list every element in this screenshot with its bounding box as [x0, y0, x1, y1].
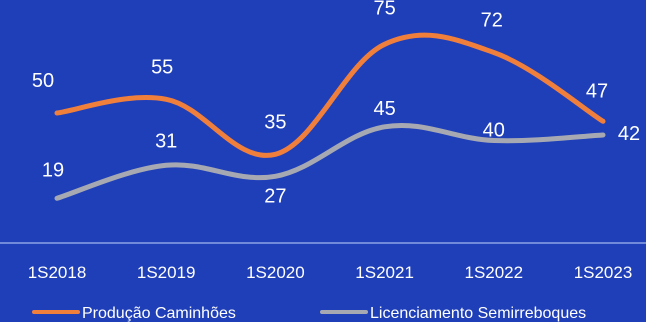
data-label-s0-3: 75 [373, 0, 395, 19]
series-line-0 [54, 32, 606, 158]
legend-label-1: Licenciamento Semirreboques [370, 305, 586, 322]
data-label-s0-2: 35 [264, 111, 286, 133]
x-tick-label-5: 1S2023 [574, 263, 633, 282]
x-tick-label-0: 1S2018 [28, 263, 87, 282]
series-lines [54, 32, 606, 201]
data-labels: 50 55 35 75 72 47 19 31 27 45 40 42 [32, 0, 640, 207]
data-label-s1-4: 40 [483, 120, 505, 142]
data-label-s1-2: 27 [264, 185, 286, 207]
x-tick-label-3: 1S2021 [355, 263, 414, 282]
x-tick-label-2: 1S2020 [246, 263, 305, 282]
x-tick-label-1: 1S2019 [137, 263, 196, 282]
legend: Produção Caminhões Licenciamento Semirreb… [32, 305, 586, 322]
data-label-s0-0: 50 [32, 70, 54, 92]
data-label-s0-1: 55 [151, 56, 173, 78]
legend-label-0: Produção Caminhões [82, 305, 236, 322]
data-label-s1-0: 19 [42, 159, 64, 181]
data-label-s1-1: 31 [155, 130, 177, 152]
data-label-s0-4: 72 [481, 10, 503, 32]
data-label-s1-5: 42 [618, 123, 640, 145]
data-label-s0-5: 47 [586, 80, 608, 102]
data-label-s1-3: 45 [373, 98, 395, 120]
series-line-1 [54, 122, 606, 201]
x-tick-labels: 1S2018 1S2019 1S2020 1S2021 1S2022 1S2023 [28, 263, 633, 282]
x-tick-label-4: 1S2022 [464, 263, 523, 282]
